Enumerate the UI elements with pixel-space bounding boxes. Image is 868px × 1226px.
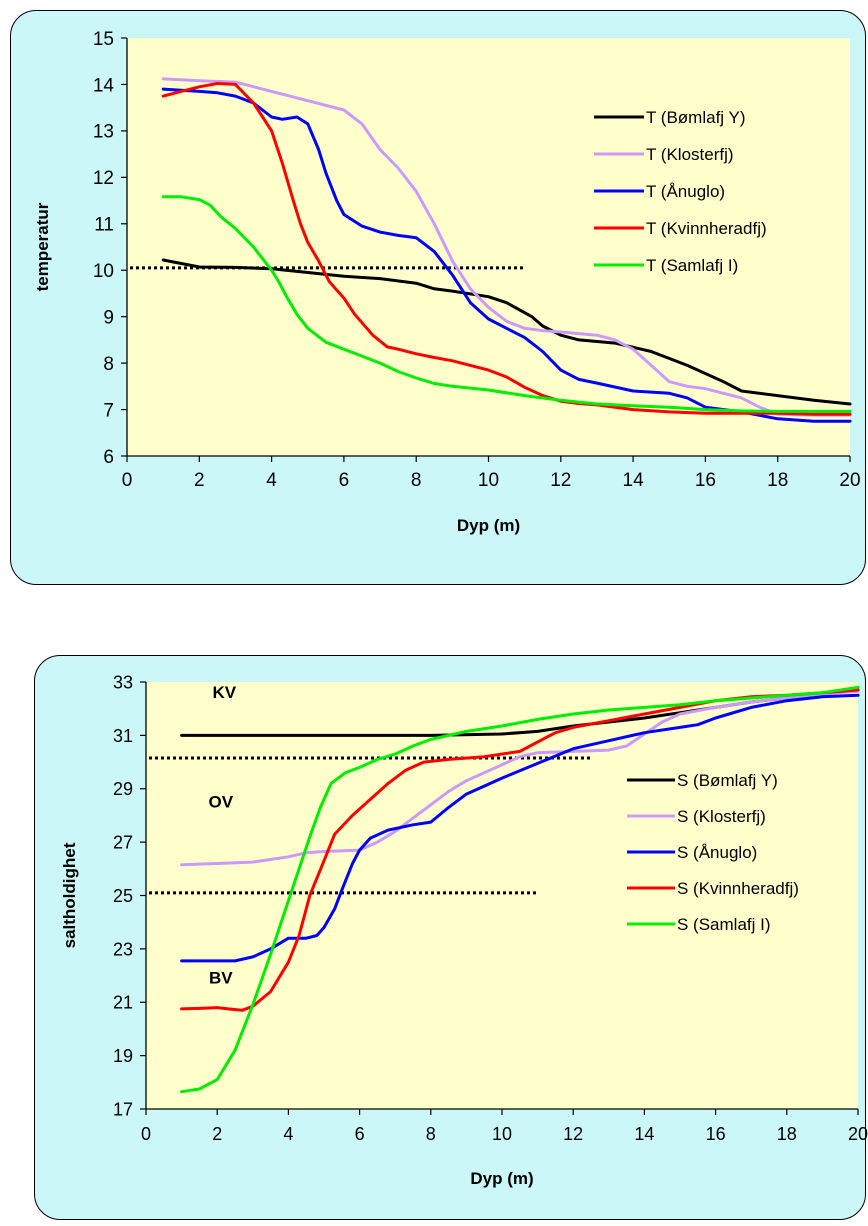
sal-legend-label-1: S (Bømlafj Y) — [677, 771, 778, 790]
sal-x-tick-label: 20 — [848, 1124, 868, 1144]
sal-chart: 17 19 21 23 25 27 29 31 33 0 2 4 6 8 10 12 14 16 18 20 Dyp (… — [60, 672, 868, 1188]
sal-x-tick-label: 0 — [141, 1124, 151, 1144]
temp-legend-label-4: T (Kvinnheradfj) — [646, 219, 767, 238]
sal-x-tick-label: 14 — [634, 1124, 654, 1144]
sal-annotation-kv: KV — [213, 683, 237, 702]
temp-y-tick-label: 10 — [93, 261, 114, 282]
temp-y-axis-label: temperatur — [33, 202, 52, 291]
sal-series-line-3 — [180, 693, 860, 963]
temp-chart: 6 7 8 9 10 11 12 13 14 15 0 2 4 6 8 10 12 14 16 18 20 Dyp (m)… — [33, 29, 861, 535]
temp-x-tick-label: 2 — [194, 470, 205, 491]
sal-x-tick-label: 2 — [212, 1124, 222, 1144]
temp-x-tick-label: 12 — [550, 470, 571, 491]
temp-x-tick-label: 14 — [623, 470, 645, 491]
temp-y-tick-label: 8 — [103, 354, 114, 375]
sal-legend-label-5: S (Samlafj I) — [677, 915, 771, 934]
sal-x-tick-label: 10 — [492, 1124, 512, 1144]
sal-y-tick-label: 27 — [113, 833, 133, 853]
sal-y-tick-label: 33 — [113, 672, 133, 692]
temp-y-tick-label: 13 — [93, 122, 114, 143]
temp-y-tick-label: 12 — [93, 168, 114, 189]
sal-x-tick-label: 18 — [777, 1124, 797, 1144]
temp-plot-area — [127, 38, 850, 456]
temp-x-axis-label: Dyp (m) — [457, 516, 520, 535]
temp-series-line-4 — [161, 82, 852, 416]
sal-y-tick-label: 25 — [113, 886, 133, 906]
sal-x-tick-label: 6 — [355, 1124, 365, 1144]
sal-annotation-bv: BV — [209, 969, 233, 988]
temp-series-line-2 — [161, 77, 852, 417]
sal-y-axis-label: saltholdighet — [60, 842, 79, 948]
temp-y-tick-label: 7 — [103, 400, 114, 421]
sal-y-tick-label: 23 — [113, 939, 133, 959]
sal-legend-label-3: S (Ånuglo) — [677, 843, 757, 862]
sal-y-tick-label: 29 — [113, 779, 133, 799]
temp-legend-label-3: T (Ånuglo) — [646, 182, 725, 201]
temp-series-line-5 — [161, 195, 852, 413]
sal-x-tick-label: 4 — [283, 1124, 293, 1144]
temp-x-tick-label: 18 — [767, 470, 788, 491]
temp-series-line-3 — [161, 87, 852, 423]
temp-x-tick-label: 8 — [411, 470, 422, 491]
temp-legend-label-2: T (Klosterfj) — [646, 145, 734, 164]
temp-y-tick-label: 6 — [103, 447, 114, 468]
sal-series-line-2 — [180, 689, 860, 867]
temp-x-tick-label: 0 — [122, 470, 133, 491]
sal-x-axis-label: Dyp (m) — [470, 1169, 533, 1188]
sal-y-tick-label: 17 — [113, 1099, 133, 1119]
sal-x-tick-label: 16 — [706, 1124, 726, 1144]
temp-y-tick-label: 14 — [93, 75, 115, 96]
temp-x-tick-label: 4 — [266, 470, 277, 491]
temp-y-tick-label: 11 — [94, 215, 114, 236]
temp-x-tick-label: 16 — [695, 470, 716, 491]
temp-x-tick-label: 10 — [478, 470, 499, 491]
sal-series-line-5 — [180, 685, 860, 1094]
temp-x-tick-label: 20 — [839, 470, 860, 491]
sal-y-tick-label: 19 — [113, 1046, 133, 1066]
sal-x-tick-label: 12 — [563, 1124, 583, 1144]
sal-annotation-ov: OV — [208, 792, 233, 811]
temp-x-tick-label: 6 — [339, 470, 350, 491]
sal-y-tick-label: 21 — [113, 993, 133, 1013]
temp-legend-label-1: T (Bømlafj Y) — [646, 108, 746, 127]
temp-y-tick-label: 9 — [103, 308, 114, 329]
temp-legend-label-5: T (Samlafj I) — [646, 256, 738, 275]
sal-x-tick-label: 8 — [426, 1124, 436, 1144]
temp-series-line-1 — [161, 258, 852, 406]
sal-legend-label-4: S (Kvinnheradfj) — [677, 879, 799, 898]
sal-y-tick-label: 31 — [113, 726, 133, 746]
sal-legend-label-2: S (Klosterfj) — [677, 807, 766, 826]
temp-y-tick-label: 15 — [93, 29, 114, 50]
